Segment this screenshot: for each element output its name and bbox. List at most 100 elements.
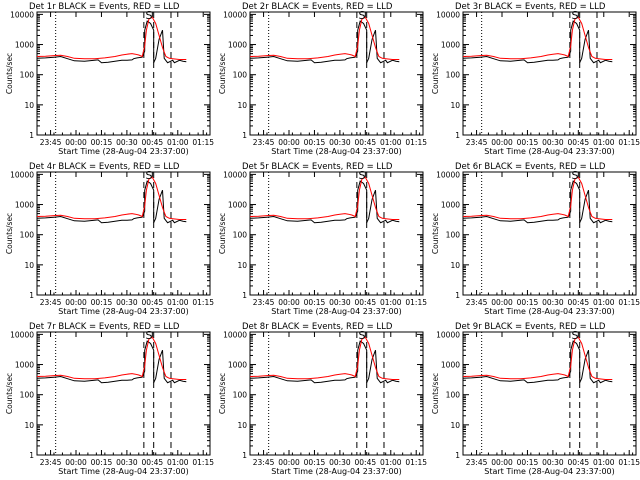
y-tick-label: 10 bbox=[450, 101, 460, 110]
y-tick-label: 10 bbox=[450, 421, 460, 430]
x-axis-title: Start Time (28-Aug-04 23:37:00) bbox=[484, 147, 615, 156]
x-tick-label: 00:00 bbox=[278, 298, 300, 307]
x-tick-label: 01:15 bbox=[618, 298, 640, 307]
y-tick-label: 100 bbox=[20, 231, 35, 240]
lld-series-line bbox=[36, 176, 187, 220]
x-tick-label: 23:45 bbox=[40, 298, 62, 307]
y-tick-label: 10000 bbox=[436, 330, 460, 339]
x-tick-label: 01:15 bbox=[405, 458, 427, 467]
saa-marker-label: S bbox=[571, 329, 578, 342]
x-tick-label: 00:45 bbox=[142, 138, 164, 147]
events-series-line bbox=[249, 180, 400, 224]
x-tick-label: 00:00 bbox=[278, 458, 300, 467]
x-tick-label: 00:45 bbox=[568, 298, 590, 307]
x-tick-label: 01:15 bbox=[405, 298, 427, 307]
lld-series-line bbox=[36, 336, 187, 380]
lld-series-line bbox=[36, 16, 187, 60]
panel-det-7: Det 7r BLACK = Events, RED = LLD 1 10 100 10… bbox=[5, 322, 214, 476]
panel-det-3: Det 3r BLACK = Events, RED = LLD 1 10 100 10… bbox=[431, 2, 640, 156]
lld-series-line bbox=[462, 336, 613, 380]
x-axis-title: Start Time (28-Aug-04 23:37:00) bbox=[271, 307, 402, 316]
events-series-line bbox=[36, 340, 187, 384]
y-tick-label: 10000 bbox=[223, 10, 247, 19]
x-tick-label: 00:00 bbox=[65, 298, 87, 307]
y-tick-label: 1000 bbox=[441, 201, 460, 210]
events-series-line bbox=[462, 180, 613, 224]
y-axis-title: Counts/sec bbox=[5, 373, 14, 414]
y-tick-label: 100 bbox=[233, 391, 248, 400]
x-tick-label: 00:30 bbox=[542, 458, 564, 467]
x-tick-label: 00:45 bbox=[142, 458, 164, 467]
x-tick-label: 00:45 bbox=[568, 458, 590, 467]
y-tick-label: 1000 bbox=[441, 41, 460, 50]
x-axis-title: Start Time (28-Aug-04 23:37:00) bbox=[484, 467, 615, 476]
x-tick-label: 00:30 bbox=[542, 298, 564, 307]
x-tick-label: 00:45 bbox=[355, 458, 377, 467]
y-tick-label: 100 bbox=[20, 71, 35, 80]
y-tick-label: 1000 bbox=[15, 41, 34, 50]
y-axis-title: Counts/sec bbox=[431, 53, 440, 94]
events-series-line bbox=[462, 340, 613, 384]
y-tick-label: 1000 bbox=[228, 201, 247, 210]
saa-marker-label: S bbox=[145, 9, 152, 22]
plot-frame bbox=[36, 331, 211, 456]
y-tick-label: 1 bbox=[242, 451, 247, 460]
y-tick-label: 100 bbox=[446, 391, 461, 400]
panel-title: Det 3r BLACK = Events, RED = LLD bbox=[455, 2, 606, 12]
x-tick-label: 01:00 bbox=[167, 138, 189, 147]
y-tick-label: 10000 bbox=[436, 10, 460, 19]
panel-title: Det 2r BLACK = Events, RED = LLD bbox=[242, 2, 393, 12]
y-tick-label: 1 bbox=[29, 291, 34, 300]
y-tick-label: 10 bbox=[24, 101, 34, 110]
plot-frame bbox=[462, 331, 637, 456]
x-tick-label: 01:15 bbox=[405, 138, 427, 147]
x-tick-label: 23:45 bbox=[253, 138, 275, 147]
y-tick-label: 1 bbox=[242, 131, 247, 140]
panel-det-8: Det 8r BLACK = Events, RED = LLD 1 10 100 10… bbox=[218, 322, 427, 476]
x-tick-label: 00:30 bbox=[329, 458, 351, 467]
y-tick-label: 100 bbox=[20, 391, 35, 400]
x-tick-label: 00:15 bbox=[304, 458, 326, 467]
plot-frame bbox=[36, 171, 211, 296]
panel-title: Det 7r BLACK = Events, RED = LLD bbox=[29, 322, 180, 332]
y-tick-label: 1 bbox=[29, 451, 34, 460]
x-tick-label: 01:15 bbox=[192, 458, 214, 467]
lld-series-line bbox=[462, 176, 613, 220]
panel-det-9: Det 9r BLACK = Events, RED = LLD 1 10 100 10… bbox=[431, 322, 640, 476]
x-tick-label: 00:30 bbox=[116, 138, 138, 147]
x-tick-label: 00:15 bbox=[304, 138, 326, 147]
x-tick-label: 00:15 bbox=[517, 138, 539, 147]
x-tick-label: 00:30 bbox=[116, 458, 138, 467]
saa-marker-label: S bbox=[358, 329, 365, 342]
saa-marker-label: S bbox=[358, 169, 365, 182]
x-tick-label: 00:30 bbox=[329, 138, 351, 147]
panel-title: Det 8r BLACK = Events, RED = LLD bbox=[242, 322, 393, 332]
y-axis-title: Counts/sec bbox=[5, 213, 14, 254]
y-tick-label: 10 bbox=[24, 421, 34, 430]
x-tick-label: 00:00 bbox=[65, 458, 87, 467]
y-tick-label: 10 bbox=[237, 101, 247, 110]
x-tick-label: 00:45 bbox=[568, 138, 590, 147]
x-tick-label: 00:30 bbox=[542, 138, 564, 147]
x-tick-label: 01:00 bbox=[593, 458, 615, 467]
x-tick-label: 01:00 bbox=[380, 458, 402, 467]
x-tick-label: 00:00 bbox=[278, 138, 300, 147]
x-tick-label: 00:30 bbox=[329, 298, 351, 307]
saa-marker-label: S bbox=[145, 329, 152, 342]
y-tick-label: 1000 bbox=[15, 201, 34, 210]
x-tick-label: 00:45 bbox=[355, 298, 377, 307]
y-tick-label: 10 bbox=[237, 421, 247, 430]
panel-title: Det 5r BLACK = Events, RED = LLD bbox=[242, 162, 393, 172]
y-tick-label: 100 bbox=[233, 231, 248, 240]
x-tick-label: 01:00 bbox=[167, 458, 189, 467]
y-tick-label: 10 bbox=[450, 261, 460, 270]
panel-det-2: Det 2r BLACK = Events, RED = LLD 1 10 100 10… bbox=[218, 2, 427, 156]
panel-det-5: Det 5r BLACK = Events, RED = LLD 1 10 100 10… bbox=[218, 162, 427, 316]
y-tick-label: 1000 bbox=[441, 361, 460, 370]
x-tick-label: 00:15 bbox=[91, 298, 113, 307]
y-tick-label: 1 bbox=[455, 451, 460, 460]
saa-marker-label: S bbox=[358, 9, 365, 22]
y-axis-title: Counts/sec bbox=[5, 53, 14, 94]
x-tick-label: 23:45 bbox=[466, 458, 488, 467]
